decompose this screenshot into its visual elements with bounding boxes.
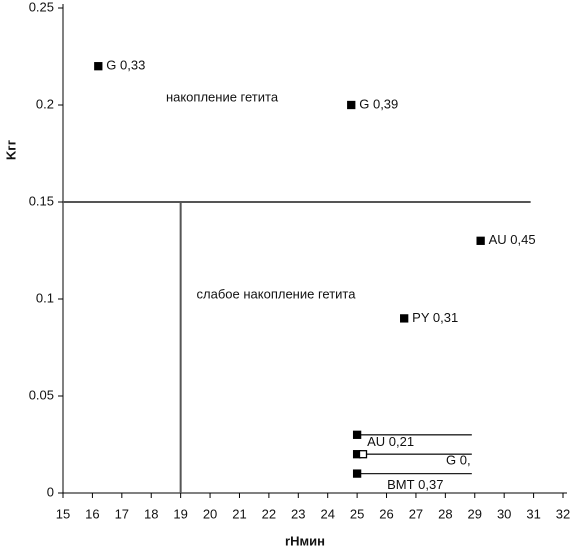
x-tick-label: 28	[438, 506, 452, 521]
point	[94, 62, 103, 71]
point-label: AU 0,45	[489, 232, 536, 247]
point-label: ВМТ 0,37	[387, 477, 443, 492]
y-tick-label: 0.25	[29, 0, 54, 14]
x-tick-label: 15	[56, 506, 70, 521]
x-tick-label: 17	[115, 506, 129, 521]
annotation: накопление гетита	[166, 89, 279, 104]
x-tick-label: 26	[379, 506, 393, 521]
x-tick-label: 29	[468, 506, 482, 521]
y-tick-label: 0.1	[36, 290, 54, 305]
point	[347, 100, 356, 110]
point-label: G 0,33	[106, 58, 145, 73]
y-tick-label: 0.05	[29, 387, 54, 402]
x-tick-label: 25	[350, 506, 364, 521]
point	[352, 430, 362, 439]
y-axis-title: Kгг	[3, 139, 18, 160]
y-tick-label: 0	[47, 484, 54, 499]
x-axis-title: rHмин	[285, 533, 325, 548]
x-tick-label: 32	[556, 506, 570, 521]
point-label: G 0,	[446, 453, 471, 468]
x-tick-label: 31	[526, 506, 540, 521]
point-label: AU 0,21	[367, 434, 414, 449]
x-tick-label: 22	[262, 506, 276, 521]
y-tick-label: 0.2	[36, 96, 54, 111]
point	[400, 314, 409, 323]
x-tick-label: 20	[203, 506, 217, 521]
x-tick-label: 30	[497, 506, 511, 521]
point-label: G 0,39	[359, 96, 398, 111]
x-tick-label: 27	[409, 506, 423, 521]
x-tick-label: 16	[85, 506, 99, 521]
x-tick-label: 24	[320, 506, 334, 521]
point	[352, 469, 362, 478]
y-tick-label: 0.15	[29, 193, 54, 208]
point	[358, 450, 368, 459]
point-label: PY 0,31	[412, 310, 458, 325]
x-tick-label: 18	[144, 506, 158, 521]
point	[476, 236, 485, 245]
x-tick-label: 19	[173, 506, 187, 521]
annotation: слабое накопление гетита	[197, 286, 357, 301]
x-tick-label: 23	[291, 506, 305, 521]
x-tick-label: 21	[232, 506, 246, 521]
